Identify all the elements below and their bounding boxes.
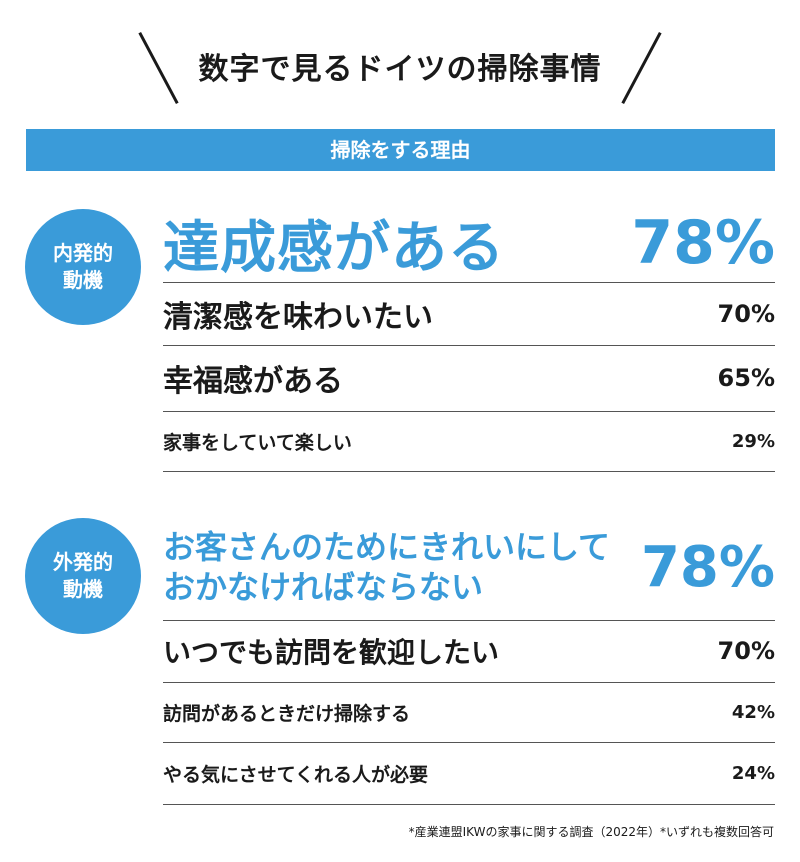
group-badge-label: 外発的 動機 bbox=[53, 550, 113, 601]
row-value: 70% bbox=[717, 637, 775, 665]
section-banner: 掃除をする理由 bbox=[26, 129, 775, 171]
table-row: 清潔感を味わいたい 70% bbox=[163, 282, 775, 346]
title-area: 数字で見るドイツの掃除事情 bbox=[0, 0, 800, 120]
table-row: いつでも訪問を歓迎したい 70% bbox=[163, 620, 775, 683]
page-title: 数字で見るドイツの掃除事情 bbox=[198, 52, 602, 87]
group-badge-intrinsic: 内発的 動機 bbox=[25, 209, 141, 325]
table-row: 達成感がある 78% bbox=[163, 204, 775, 283]
row-label: 訪問があるときだけ掃除する bbox=[163, 702, 411, 725]
row-label: 幸福感がある bbox=[163, 364, 343, 399]
row-value: 65% bbox=[717, 364, 775, 392]
row-label: お客さんのためにきれいにして おかなければならない bbox=[163, 528, 611, 606]
row-value: 24% bbox=[731, 762, 775, 784]
row-value: 70% bbox=[717, 299, 775, 328]
row-label: 達成感がある bbox=[163, 215, 505, 281]
table-row: 幸福感がある 65% bbox=[163, 345, 775, 412]
table-row: 家事をしていて楽しい 29% bbox=[163, 411, 775, 472]
row-label: いつでも訪問を歓迎したい bbox=[163, 636, 500, 669]
row-value: 29% bbox=[731, 430, 775, 452]
source-footnote: *産業連盟IKWの家事に関する調査（2022年）*いずれも複数回答可 bbox=[408, 825, 774, 839]
row-label: やる気にさせてくれる人が必要 bbox=[163, 763, 429, 786]
row-label: 清潔感を味わいたい bbox=[163, 299, 433, 335]
table-row: やる気にさせてくれる人が必要 24% bbox=[163, 742, 775, 805]
row-label: 家事をしていて楽しい bbox=[163, 431, 352, 454]
group-badge-label: 内発的 動機 bbox=[53, 241, 113, 292]
table-row: お客さんのためにきれいにして おかなければならない 78% bbox=[163, 514, 775, 621]
group-badge-extrinsic: 外発的 動機 bbox=[25, 518, 141, 634]
row-value: 78% bbox=[631, 208, 775, 278]
row-value: 78% bbox=[640, 534, 775, 600]
table-row: 訪問があるときだけ掃除する 42% bbox=[163, 682, 775, 743]
row-value: 42% bbox=[731, 701, 775, 723]
